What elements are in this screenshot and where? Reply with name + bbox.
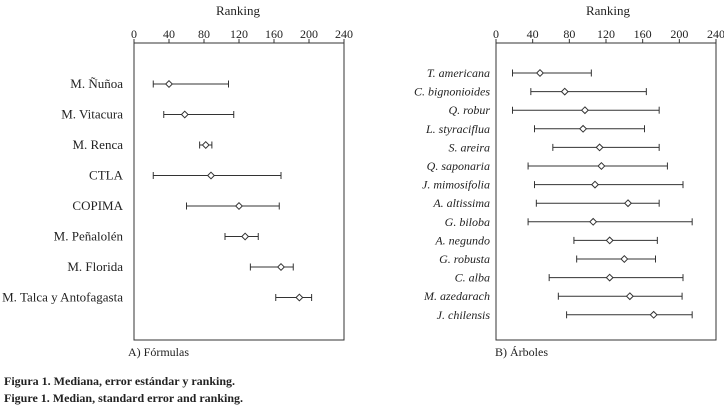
panel-b-tick-label: 80: [563, 27, 575, 41]
panel-b-tick-label: 200: [670, 27, 688, 41]
panel-b-median-point: [605, 236, 614, 245]
panel-b-median-point: [597, 161, 606, 171]
panel-b-tick-label: 120: [597, 27, 615, 41]
panel-b-median-point: [620, 254, 629, 264]
panel-a-median-point: [276, 262, 286, 272]
caption-english: Figure 1. Median, standard error and ran…: [4, 391, 244, 405]
panel-a-category-label: CTLA: [89, 168, 124, 183]
panel-b-median-point: [595, 143, 604, 152]
panel-a-category-label: M. Renca: [72, 137, 123, 152]
panel-b-median-point: [623, 199, 633, 208]
panel-b-category-label: T. americana: [427, 66, 490, 80]
panel-b-median-point: [649, 310, 658, 319]
panel-b-median-point: [580, 106, 589, 115]
panel-b-category-label: Q. saponaria: [427, 159, 490, 173]
panel-b-category-label: S. areira: [448, 140, 490, 154]
panel-a-category-label: M. Florida: [67, 259, 123, 274]
panel-a-median-point: [201, 140, 210, 150]
panel-a-axis-title: Ranking: [216, 3, 261, 18]
panel-b-tick-label: 40: [527, 27, 539, 41]
panel-b-tick-label: 160: [634, 27, 652, 41]
panel-b-category-label: M. azedarach: [423, 289, 490, 303]
panel-b-category-label: A. altissima: [432, 196, 490, 210]
panel-b-category-label: L. styraciflua: [425, 122, 490, 136]
panel-a-tick-label: 80: [198, 27, 210, 41]
panel-b-category-label: J. mimosifolia: [422, 178, 490, 192]
panel-a-tick-label: 160: [265, 27, 283, 41]
panel-b-tick-label: 240: [707, 27, 724, 41]
panel-b-category-label: G. biloba: [445, 215, 490, 229]
figure-charts: Ranking 0 40 80 120 160 200 240 A) Fórmulas M. Ñu…: [2, 3, 724, 359]
panel-a-category-label: COPIMA: [72, 198, 123, 213]
panel-a-median-point: [234, 201, 244, 211]
panel-a-tick-label: 240: [335, 27, 353, 41]
panel-b-category-label: G. robusta: [439, 252, 490, 266]
panel-a-median-point: [241, 232, 250, 241]
panel-a-median-point: [206, 171, 216, 180]
panel-b-category-label: C. bignonioides: [414, 85, 490, 99]
panel-b-category-label: A. negundo: [434, 233, 490, 247]
panel-a-category-label: M. Talca y Antofagasta: [2, 290, 123, 305]
panel-a-median-point: [164, 79, 174, 89]
panel-b-median-point: [589, 217, 598, 226]
panel-b-category-label: J. chilensis: [437, 308, 491, 322]
panel-a-tick-label: 0: [131, 27, 137, 41]
panel-a-panel-label: A) Fórmulas: [128, 345, 189, 359]
panel-a-category-label: M. Vitacura: [61, 107, 123, 122]
panel-b-median-point: [560, 87, 569, 96]
panel-a-median-point: [180, 110, 189, 119]
panel-b-median-point: [535, 68, 545, 78]
panel-b-median-point: [625, 292, 634, 301]
panel-b-median-point: [605, 273, 614, 282]
panel-a-tick-label: 40: [163, 27, 175, 41]
panel-b-tick-label: 0: [493, 27, 499, 41]
panel-b-category-label: C. alba: [455, 271, 490, 285]
panel-a-frame: [133, 42, 345, 341]
panel-b-median-point: [590, 180, 600, 189]
panel-a-category-label: M. Peñalolén: [54, 229, 124, 244]
panel-a-tick-label: 200: [300, 27, 318, 41]
panel-b-frame: [495, 42, 717, 341]
panel-b-axis-title: Ranking: [586, 3, 631, 18]
panel-b-median-point: [579, 124, 588, 133]
panel-a-category-label: M. Ñuñoa: [70, 76, 123, 91]
panel-b-category-label: Q. robur: [448, 103, 490, 117]
panel-a-tick-label: 120: [230, 27, 248, 41]
panel-a-median-point: [295, 293, 304, 302]
caption-spanish: Figura 1. Mediana, error estándar y rank…: [4, 374, 235, 388]
panel-b-panel-label: B) Árboles: [495, 345, 548, 359]
